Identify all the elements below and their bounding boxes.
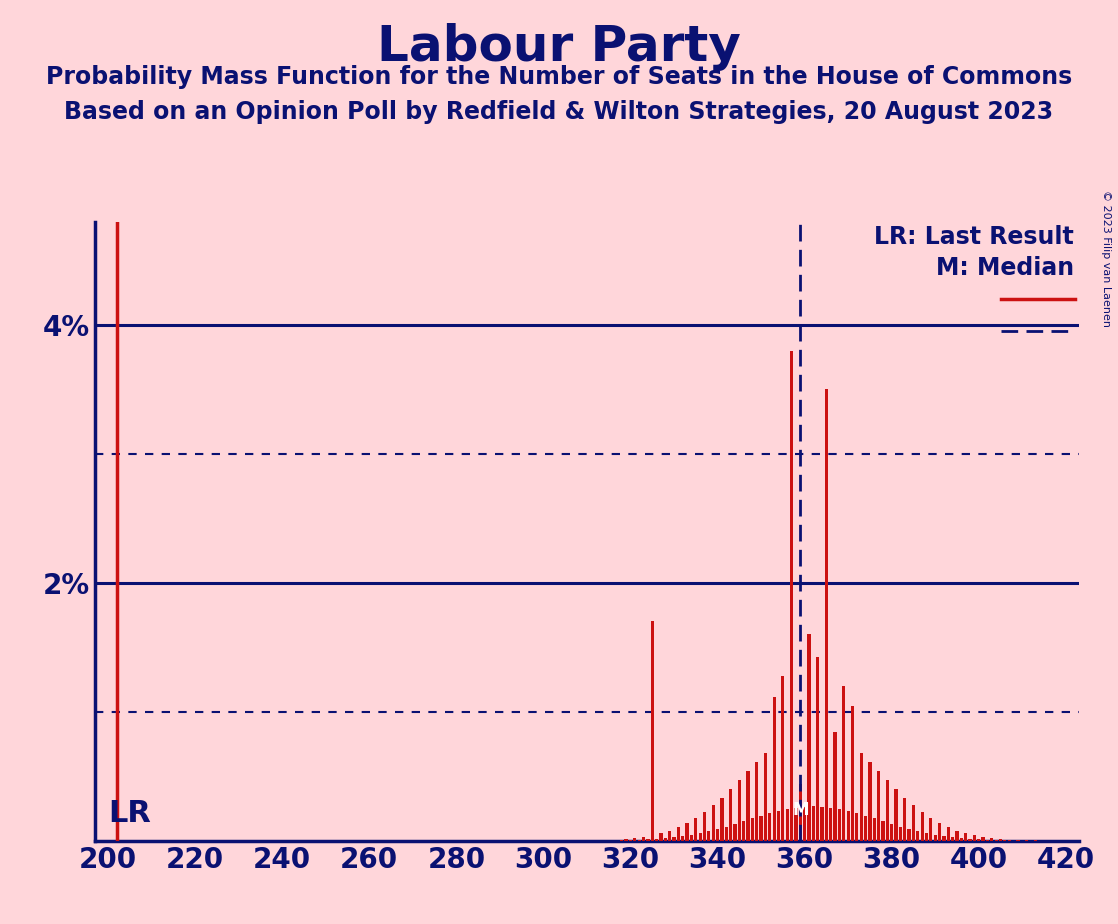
Bar [708,832,710,841]
Bar [877,771,880,841]
Bar [803,807,806,841]
Bar [755,761,758,841]
Bar [942,836,946,841]
Bar [669,831,671,841]
Bar [851,706,854,841]
Bar [812,807,815,841]
Text: LR: Last Result: LR: Last Result [874,225,1074,249]
Bar [651,621,654,841]
Bar [672,837,675,841]
Bar [681,836,684,841]
Text: LR: LR [108,799,151,828]
Bar [660,833,663,841]
Bar [938,823,941,841]
Bar [998,839,1002,841]
Bar [912,806,915,841]
Bar [986,840,989,841]
Bar [833,732,836,841]
Bar [873,819,875,841]
Bar [925,833,928,841]
Bar [798,784,802,841]
Bar [899,827,902,841]
Bar [711,806,714,841]
Bar [890,824,893,841]
Bar [920,812,923,841]
Bar [794,808,797,841]
Bar [633,838,636,841]
Bar [720,797,723,841]
Bar [968,839,972,841]
Bar [625,839,628,841]
Bar [699,833,702,841]
Bar [690,834,693,841]
Bar [1007,840,1011,841]
Bar [703,812,707,841]
Bar [742,821,746,841]
Bar [786,808,789,841]
Bar [759,816,762,841]
Bar [821,807,824,841]
Bar [781,675,785,841]
Bar [764,753,767,841]
Bar [903,797,907,841]
Bar [655,839,659,841]
Bar [790,351,793,841]
Bar [881,821,884,841]
Bar [860,753,863,841]
Bar [733,824,737,841]
Bar [751,819,754,841]
Bar [816,657,819,841]
Bar [864,816,868,841]
Bar [773,697,776,841]
Bar [807,634,811,841]
Bar [837,808,841,841]
Bar [694,818,698,841]
Bar [956,831,958,841]
Text: M: Median: M: Median [936,256,1074,280]
Bar [885,780,889,841]
Bar [729,789,732,841]
Bar [637,840,641,841]
Bar [830,808,833,841]
Text: M: M [792,801,808,819]
Bar [869,761,872,841]
Bar [646,839,650,841]
Bar [777,811,780,841]
Bar [685,823,689,841]
Bar [934,834,937,841]
Text: © 2023 Filip van Laenen: © 2023 Filip van Laenen [1101,190,1111,327]
Text: Based on an Opinion Poll by Redfield & Wilton Strategies, 20 August 2023: Based on an Opinion Poll by Redfield & W… [65,100,1053,124]
Bar [825,389,828,841]
Bar [991,838,994,841]
Bar [929,818,932,841]
Bar [664,838,667,841]
Bar [642,837,645,841]
Text: Labour Party: Labour Party [377,23,741,71]
Bar [842,686,845,841]
Bar [768,813,771,841]
Bar [916,832,919,841]
Bar [747,771,750,841]
Bar [724,827,728,841]
Bar [855,813,859,841]
Bar [964,833,967,841]
Bar [951,837,955,841]
Bar [738,780,741,841]
Bar [716,829,719,841]
Text: Probability Mass Function for the Number of Seats in the House of Commons: Probability Mass Function for the Number… [46,65,1072,89]
Bar [982,837,985,841]
Bar [676,827,680,841]
Bar [846,811,850,841]
Bar [947,827,950,841]
Bar [977,839,980,841]
Bar [908,829,911,841]
Bar [973,835,976,841]
Bar [959,838,963,841]
Bar [894,789,898,841]
